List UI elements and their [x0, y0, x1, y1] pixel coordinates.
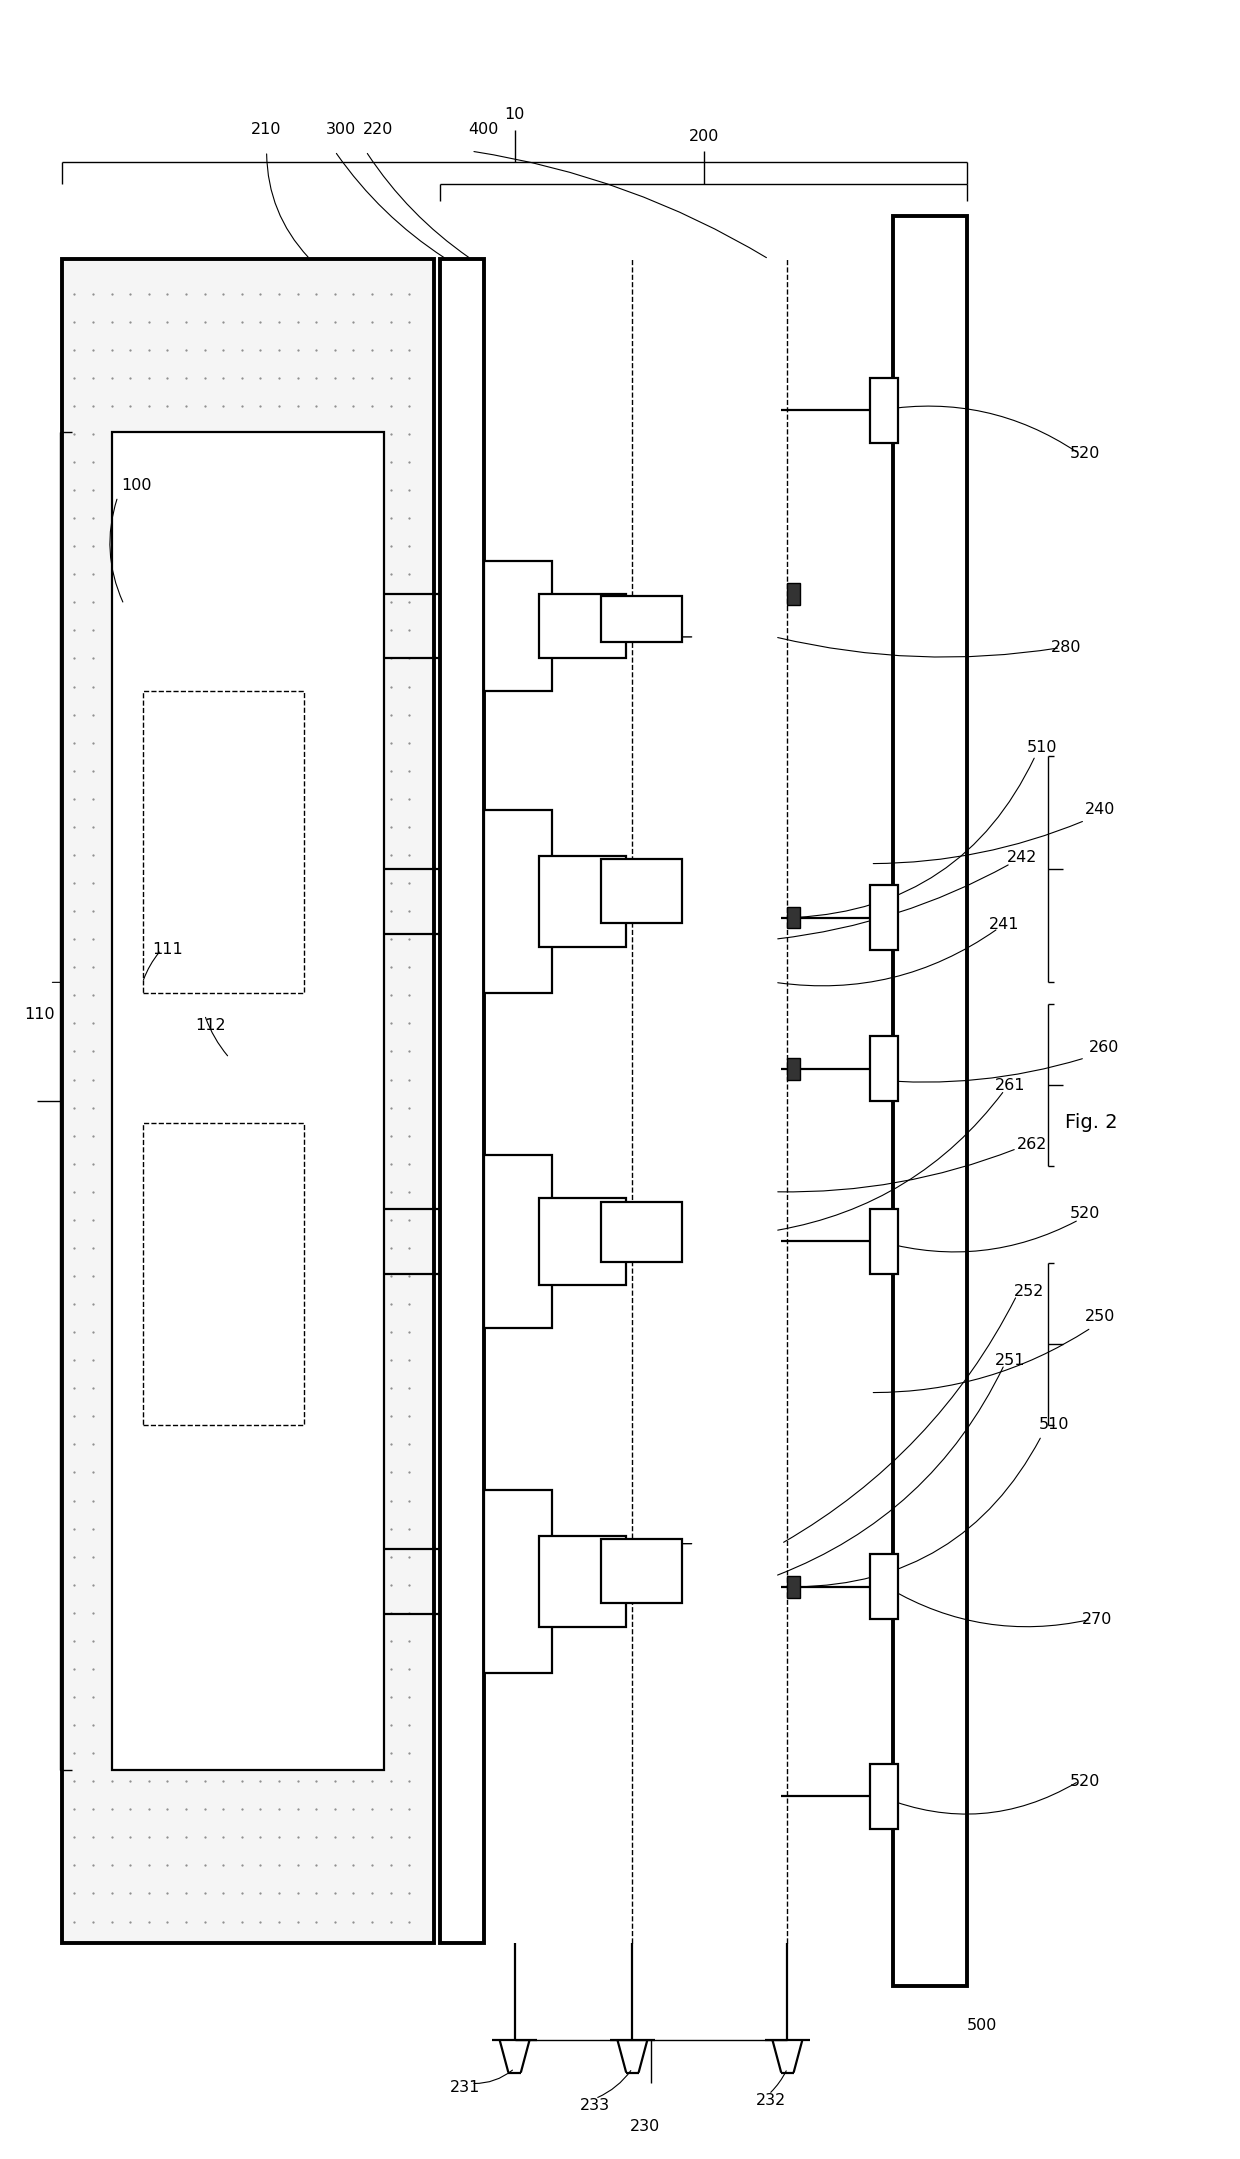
- Text: 260: 260: [1089, 1041, 1118, 1054]
- Text: 200: 200: [688, 130, 719, 142]
- Bar: [601, 1203, 682, 1263]
- Bar: [870, 1764, 898, 1829]
- Bar: [870, 1209, 898, 1274]
- Text: 510: 510: [1027, 741, 1056, 753]
- Bar: [484, 1490, 552, 1673]
- Text: Fig. 2: Fig. 2: [1065, 1114, 1117, 1131]
- Text: 210: 210: [252, 123, 281, 136]
- Bar: [870, 885, 898, 950]
- Bar: [893, 216, 967, 1986]
- Text: 251: 251: [996, 1354, 1025, 1367]
- Text: 112: 112: [196, 1019, 226, 1032]
- Text: 520: 520: [1070, 1207, 1100, 1220]
- Text: 500: 500: [967, 2019, 997, 2032]
- Text: 242: 242: [1007, 851, 1037, 864]
- Bar: [870, 1036, 898, 1101]
- Text: 220: 220: [363, 123, 393, 136]
- Text: 261: 261: [996, 1080, 1025, 1092]
- Bar: [787, 1576, 800, 1598]
- Text: 250: 250: [1085, 1311, 1115, 1323]
- Text: 400: 400: [469, 123, 498, 136]
- Bar: [440, 259, 484, 1943]
- Text: 100: 100: [122, 479, 153, 492]
- Bar: [143, 691, 304, 993]
- Text: 262: 262: [1017, 1138, 1047, 1151]
- Text: 520: 520: [1070, 1775, 1100, 1788]
- Text: 510: 510: [1039, 1418, 1069, 1431]
- Bar: [539, 594, 626, 658]
- Bar: [601, 1539, 682, 1604]
- Bar: [601, 859, 682, 924]
- Text: 241: 241: [990, 918, 1019, 931]
- Text: 240: 240: [1085, 803, 1115, 816]
- Bar: [539, 1535, 626, 1628]
- Bar: [143, 1123, 304, 1425]
- Bar: [870, 1554, 898, 1619]
- Bar: [539, 855, 626, 948]
- Bar: [601, 596, 682, 641]
- Bar: [787, 1058, 800, 1080]
- Bar: [484, 810, 552, 993]
- Text: 520: 520: [1070, 447, 1100, 460]
- Bar: [870, 378, 898, 443]
- Text: 231: 231: [450, 2081, 480, 2094]
- Bar: [112, 432, 384, 1770]
- Bar: [787, 583, 800, 605]
- Text: 233: 233: [580, 2099, 610, 2112]
- Text: 230: 230: [630, 2120, 660, 2133]
- Text: 111: 111: [153, 943, 182, 956]
- Text: 270: 270: [1083, 1613, 1112, 1626]
- Text: 232: 232: [756, 2094, 786, 2107]
- Bar: [787, 907, 800, 928]
- Text: 300: 300: [326, 123, 356, 136]
- Text: 110: 110: [25, 1008, 55, 1021]
- Bar: [484, 561, 552, 691]
- Bar: [62, 259, 434, 1943]
- Text: 252: 252: [1014, 1285, 1044, 1298]
- Bar: [484, 1155, 552, 1328]
- Bar: [539, 1198, 626, 1285]
- Text: 10: 10: [505, 108, 525, 121]
- Text: 280: 280: [1052, 641, 1081, 654]
